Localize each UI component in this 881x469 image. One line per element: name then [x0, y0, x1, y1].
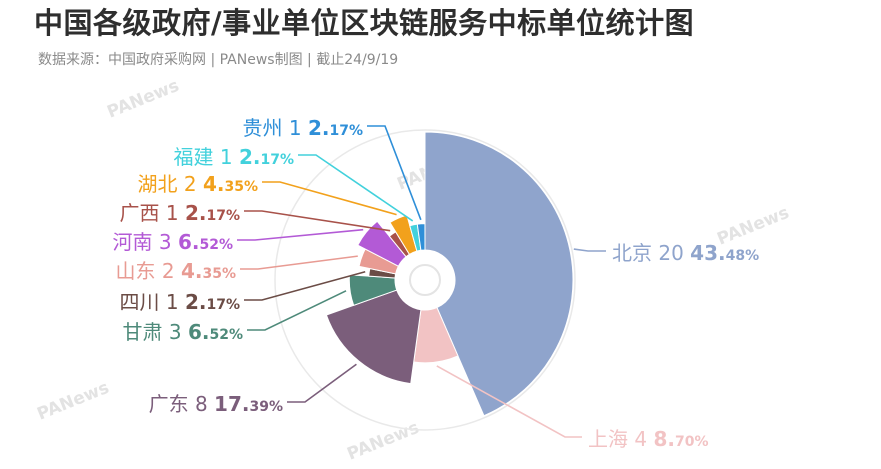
slice-label-0: 北京 20 43.48%	[612, 241, 759, 265]
slice-label-8: 湖北 2 4.35%	[138, 172, 258, 196]
slice-label-5: 山东 2 4.35%	[116, 259, 236, 283]
leader-lines	[237, 125, 606, 438]
leader-line-7	[244, 210, 391, 232]
leader-line-2	[287, 363, 357, 403]
watermark-text: PANews	[34, 378, 112, 425]
slice-label-2: 广东 8 17.39%	[149, 392, 283, 416]
leader-line-3	[247, 290, 347, 331]
watermark-text: PANews	[104, 76, 182, 123]
slice-label-4: 四川 1 2.17%	[120, 290, 240, 314]
leader-line-6	[237, 228, 364, 241]
slice-label-6: 河南 3 6.52%	[113, 230, 233, 254]
chart-hub	[395, 250, 455, 310]
slice-label-9: 福建 1 2.17%	[174, 145, 294, 169]
leader-line-10	[367, 125, 422, 221]
watermark-text: PANews	[714, 203, 792, 250]
leader-line-4	[244, 271, 366, 301]
leader-line-8	[262, 181, 397, 216]
slice-label-10: 贵州 1 2.17%	[243, 116, 363, 140]
leader-line-1	[436, 365, 582, 438]
chart-title: 中国各级政府/事业单位区块链服务中标单位统计图	[34, 6, 695, 40]
slice-label-3: 甘肃 3 6.52%	[123, 320, 243, 344]
slices	[325, 131, 574, 417]
slice-labels: 北京 20 43.48% 上海 4 8.70% 广东 8 17.39% 甘肃 3 6.…	[113, 116, 760, 451]
chart-subtitle: 数据来源：中国政府采购网 | PANews制图 | 截止24/9/19	[38, 52, 399, 68]
leader-line-0	[573, 248, 606, 252]
leader-line-9	[298, 154, 414, 222]
slice-label-1: 上海 4 8.70%	[588, 427, 708, 451]
slice-label-7: 广西 1 2.17%	[120, 201, 240, 225]
leader-line-5	[240, 255, 358, 270]
outer-ring	[274, 129, 576, 431]
slice-2	[325, 289, 422, 385]
